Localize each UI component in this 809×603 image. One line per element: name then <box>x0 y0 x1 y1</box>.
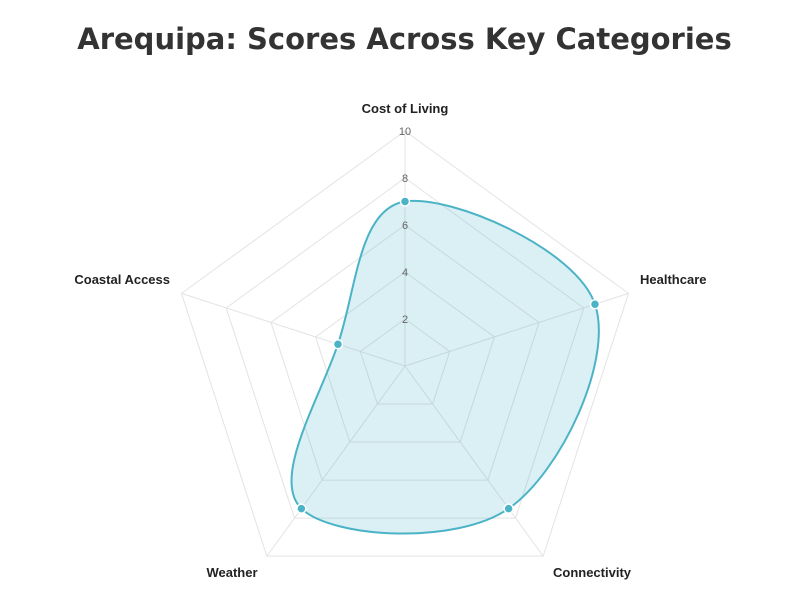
grid-spoke-3 <box>404 365 544 557</box>
grid-spoke-5 <box>181 292 406 367</box>
axis-labels: Cost of Living Healthcare Connectivity Weat… <box>74 101 706 580</box>
axis-label-coastal-access: Coastal Access <box>74 272 170 287</box>
axis-label-healthcare: Healthcare <box>640 272 706 287</box>
data-point-4[interactable] <box>296 503 307 514</box>
axis-label-weather: Weather <box>206 565 257 580</box>
grid-ring-2 <box>315 271 495 443</box>
data-point-1[interactable] <box>399 196 411 207</box>
grid-ring-5 <box>180 130 630 557</box>
series-area <box>290 199 600 535</box>
data-point-5[interactable] <box>332 338 344 350</box>
tick-label-4: 8 <box>402 173 408 185</box>
grid-ring-3 <box>270 224 540 481</box>
tick-label-1: 2 <box>402 314 408 326</box>
data-point-3[interactable] <box>503 503 514 514</box>
radial-tick-labels: 2 4 6 8 10 <box>399 126 411 326</box>
tick-label-3: 6 <box>402 220 408 232</box>
grid-ring-4 <box>225 177 585 519</box>
radar-grid <box>180 130 630 557</box>
grid-ring-1 <box>359 318 451 405</box>
axis-label-cost-of-living: Cost of Living <box>362 101 449 116</box>
grid-spoke-4 <box>266 365 406 557</box>
axis-label-connectivity: Connectivity <box>553 565 632 580</box>
tick-label-5: 10 <box>399 126 411 138</box>
data-point-2[interactable] <box>589 299 601 310</box>
tick-label-2: 4 <box>402 267 408 279</box>
radar-series <box>290 196 601 535</box>
chart-title: Arequipa: Scores Across Key Categories <box>77 22 732 56</box>
